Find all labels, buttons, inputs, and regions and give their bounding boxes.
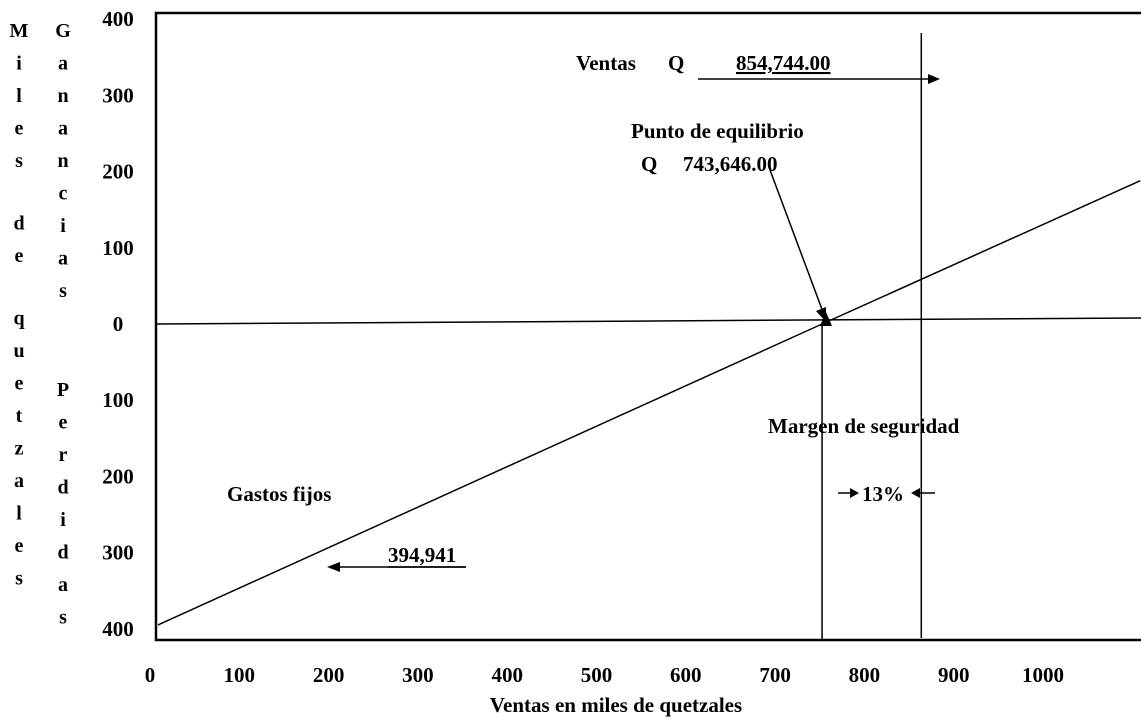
zero-profit-line	[155, 317, 1141, 325]
y-tick-label: 200	[102, 160, 134, 184]
axis-title-letter: t	[16, 405, 23, 427]
margen-label: Margen de seguridad	[768, 414, 960, 438]
axis-title-letter: G	[55, 20, 71, 42]
ventas-arrowhead	[928, 74, 940, 84]
ventas-label: Ventas	[576, 51, 636, 75]
ventas-value: 854,744.00	[736, 51, 831, 75]
equilibrio-currency: Q	[641, 152, 657, 176]
axis-title-letter: n	[57, 85, 68, 107]
x-tick-label: 600	[670, 663, 702, 687]
axis-title-letter: s	[59, 607, 67, 629]
x-tick-label: 300	[402, 663, 434, 687]
y-tick-label: 300	[102, 541, 134, 565]
y-tick-label: 200	[102, 464, 134, 488]
axis-title-letter: a	[58, 53, 68, 75]
x-tick-label: 900	[938, 663, 970, 687]
breakeven-up-arrowhead	[820, 312, 832, 326]
x-tick-label: 1000	[1022, 663, 1064, 687]
axis-title-letter: n	[57, 150, 68, 172]
gastos-value: 394,941	[388, 543, 456, 567]
axis-title-letter: s	[15, 568, 23, 590]
axis-title-letter: e	[15, 245, 24, 267]
axis-title-letter: i	[60, 215, 66, 237]
axis-title-letter: e	[15, 535, 24, 557]
axis-title-letter: r	[59, 444, 68, 466]
axis-title-letter: d	[57, 477, 68, 499]
axis-title-letter: l	[16, 503, 22, 525]
axis-title-letter: s	[59, 280, 67, 302]
plot-frame	[154, 11, 1141, 642]
x-tick-label: 800	[849, 663, 881, 687]
axis-title-letter: M	[10, 20, 29, 42]
axis-title-letter: e	[15, 373, 24, 395]
margen-right-arrowhead	[911, 488, 920, 498]
ventas-currency: Q	[668, 51, 684, 75]
gastos-label: Gastos fijos	[227, 482, 331, 506]
axis-title-letter: e	[15, 118, 24, 140]
axis-title-letter: a	[58, 248, 68, 270]
axis-title-letter: i	[16, 53, 22, 75]
profit-line-series	[157, 180, 1141, 626]
equilibrio-label: Punto de equilibrio	[631, 119, 804, 143]
margen-value: 13%	[862, 482, 904, 506]
axis-title-letter: s	[15, 150, 23, 172]
axis-title-letter: d	[13, 213, 24, 235]
x-tick-label: 200	[313, 663, 345, 687]
y-tick-label: 100	[102, 236, 134, 260]
equilibrio-value: 743,646.00	[683, 152, 778, 176]
x-tick-label: 100	[224, 663, 256, 687]
axis-title-letter: d	[57, 542, 68, 564]
axis-title-letter: z	[15, 438, 24, 460]
y-tick-label: 400	[102, 617, 134, 641]
axis-title-letter: c	[59, 183, 68, 205]
axis-title-letter: l	[16, 85, 22, 107]
axis-title-letter: e	[59, 412, 68, 434]
x-tick-label: 500	[581, 663, 613, 687]
y-tick-label: 100	[102, 388, 134, 412]
axis-title-letter: P	[57, 379, 69, 401]
equilibrio-leader-line	[769, 169, 824, 313]
axis-title-letter: a	[58, 118, 68, 140]
x-axis-title: Ventas en miles de quetzales	[490, 693, 742, 717]
axis-title-letter: u	[13, 340, 24, 362]
axis-title-letter: a	[14, 470, 24, 492]
annotation-arrows	[327, 74, 940, 572]
x-tick-label: 700	[759, 663, 791, 687]
y-tick-label: 400	[102, 7, 134, 31]
axis-title-letter: a	[58, 574, 68, 596]
x-tick-label: 400	[491, 663, 523, 687]
y-tick-label: 300	[102, 83, 134, 107]
y-tick-label: 0	[113, 312, 124, 336]
gastos-arrowhead	[327, 562, 340, 572]
axis-title-letter: i	[60, 509, 66, 531]
margen-left-arrowhead	[850, 488, 859, 498]
y-tick-labels: 400 300 200 100 0 100 200 300 400	[102, 7, 134, 641]
x-tick-labels: 0 100 200 300 400 500 600 700 800 900 1000	[145, 663, 1064, 687]
x-tick-label: 0	[145, 663, 156, 687]
axis-title-letter: q	[13, 308, 24, 330]
